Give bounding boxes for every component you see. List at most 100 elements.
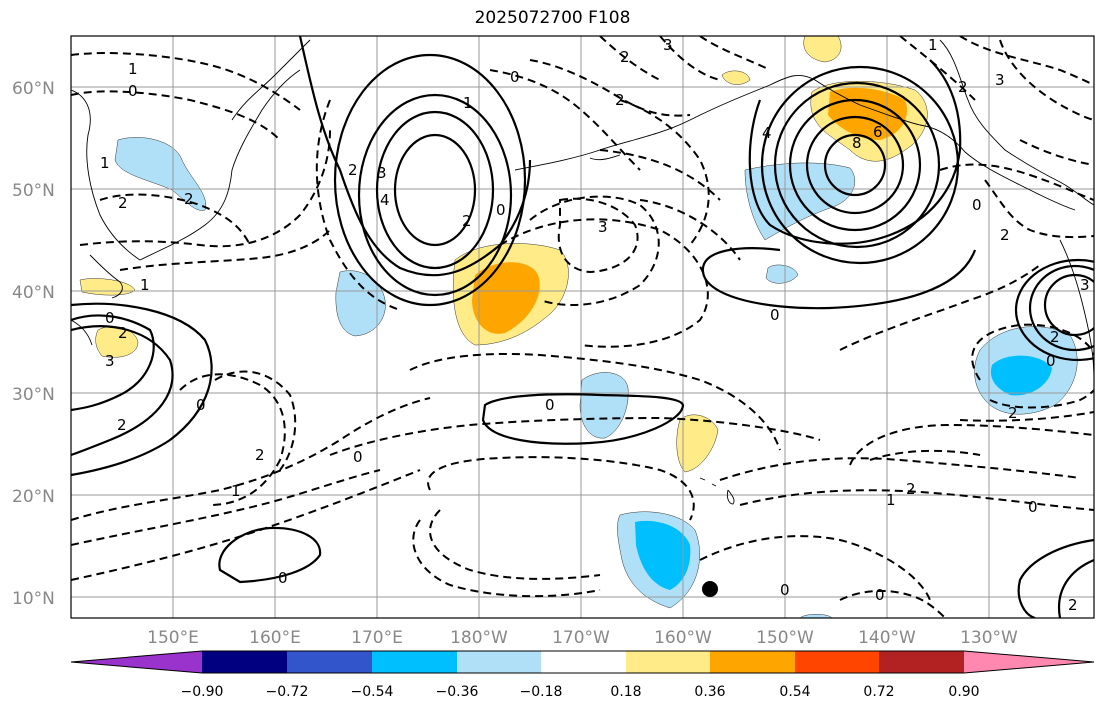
contour-solid <box>218 526 322 584</box>
contour-label: 2 <box>615 91 625 109</box>
station-dot <box>702 581 718 597</box>
contour-label: 0 <box>128 82 138 100</box>
lat-axis: 60°N 50°N 40°N 30°N 20°N 10°N <box>12 79 55 609</box>
contour-dashed <box>639 199 741 261</box>
colorbar-tick: −0.54 <box>351 684 394 700</box>
lon-label: 150°E <box>147 628 199 648</box>
colorbar-seg <box>541 651 626 673</box>
contour-dashed <box>599 36 661 81</box>
contour-label: 3 <box>663 36 673 54</box>
contour-dashed <box>71 469 421 581</box>
contour-label: 3 <box>1080 276 1090 294</box>
contour-solid <box>375 110 495 270</box>
lat-label: 60°N <box>12 79 55 99</box>
colorbar-seg <box>372 651 457 673</box>
colorbar-tick: −0.36 <box>436 684 479 700</box>
lon-label: 170°W <box>552 628 610 648</box>
lon-label: 130°W <box>960 628 1018 648</box>
contour-dashed <box>989 389 1094 409</box>
contour-solid <box>701 247 977 310</box>
contour-dashed <box>959 36 1094 86</box>
gridlines <box>71 36 1094 618</box>
contour-dashed <box>599 149 721 201</box>
shade-neg-1 <box>114 137 207 211</box>
contour-label: 1 <box>928 36 938 54</box>
colorbar-outline <box>70 650 1095 674</box>
contour-label: 1 <box>463 94 473 112</box>
colorbar-seg <box>71 651 202 673</box>
contour-label: 0 <box>1028 498 1038 516</box>
contour-solid <box>481 393 685 445</box>
contour-label: 0 <box>545 396 555 414</box>
contour-label: 0 <box>770 306 780 324</box>
shade-pos-2 <box>79 278 136 296</box>
contour-label: 2 <box>1068 596 1078 614</box>
contour-dashed <box>71 397 431 521</box>
map-title: 2025072700 F108 <box>474 8 631 28</box>
shade-pos-5 <box>803 36 842 63</box>
contour-dashed <box>869 449 981 461</box>
contour-label: 0 <box>353 448 363 466</box>
contour-label: 4 <box>762 124 772 142</box>
contour-dashed <box>899 36 976 101</box>
lat-label: 30°N <box>12 385 55 405</box>
lon-axis: 150°E 160°E 170°E 180°W 170°W 160°W 150°… <box>147 628 1018 648</box>
contour-solid <box>1014 258 1094 362</box>
contour-dashed <box>71 90 281 141</box>
contour-label: 3 <box>995 71 1005 89</box>
contours <box>71 36 1094 618</box>
contour-dashed <box>839 589 946 618</box>
contour-dashed <box>659 36 721 81</box>
colorbar-tick: −0.18 <box>520 684 563 700</box>
shade-pos-4 <box>676 414 719 473</box>
contour-dashed <box>427 456 695 521</box>
contour-dashed <box>79 129 331 248</box>
shade-neg-5 <box>744 162 855 241</box>
contour-label: 2 <box>620 48 630 66</box>
contour-dashed <box>719 457 1081 481</box>
colorbar: −0.90 −0.72 −0.54 −0.36 −0.18 0.18 0.36 … <box>70 650 1095 700</box>
contour-label: 1 <box>140 276 150 294</box>
lat-label: 50°N <box>12 181 55 201</box>
contour-dashed <box>99 193 251 246</box>
contour-solid <box>71 325 174 457</box>
lon-label: 160°W <box>654 628 712 648</box>
colorbar-tick: −0.90 <box>181 684 224 700</box>
contour-dashed <box>315 99 401 311</box>
contour-label: 2 <box>184 190 194 208</box>
contour-dashed <box>71 469 381 546</box>
contour-dashed <box>849 423 1094 466</box>
shade-neg-3 <box>579 372 629 439</box>
contour-solid <box>805 115 905 215</box>
contour-label: 1 <box>128 60 138 78</box>
contour-solid <box>333 53 527 307</box>
contour-solid <box>748 59 962 245</box>
contour-solid <box>823 133 887 197</box>
contour-label: 1 <box>100 154 110 172</box>
contour-dashed <box>499 218 709 348</box>
contour-label: 3 <box>105 352 115 370</box>
colorbar-tick: 0.54 <box>779 684 810 700</box>
contour-dashed <box>1019 139 1094 166</box>
contour-label: 1 <box>886 491 896 509</box>
shading-layer <box>79 36 1078 618</box>
contour-label: 0 <box>972 196 982 214</box>
lon-label: 170°E <box>351 628 403 648</box>
shade-neg-7-inner <box>990 355 1052 396</box>
contour-dashed <box>529 195 660 306</box>
colorbar-seg <box>287 651 372 673</box>
colorbar-tick: −0.72 <box>266 684 309 700</box>
contour-dashed <box>71 52 301 111</box>
contour-label: 0 <box>278 569 288 587</box>
contour-dashed <box>939 163 1094 201</box>
contour-dashed <box>329 416 821 456</box>
contour-dashed <box>739 489 1094 511</box>
contour-dashed <box>999 39 1094 121</box>
contour-solid <box>1043 273 1094 337</box>
colorbar-seg <box>964 651 1094 673</box>
contour-solid <box>357 93 513 297</box>
contour-label: 0 <box>875 586 885 604</box>
contour-solid <box>1017 538 1094 618</box>
contour-dashed <box>489 69 641 171</box>
contour-label: 3 <box>377 164 387 182</box>
